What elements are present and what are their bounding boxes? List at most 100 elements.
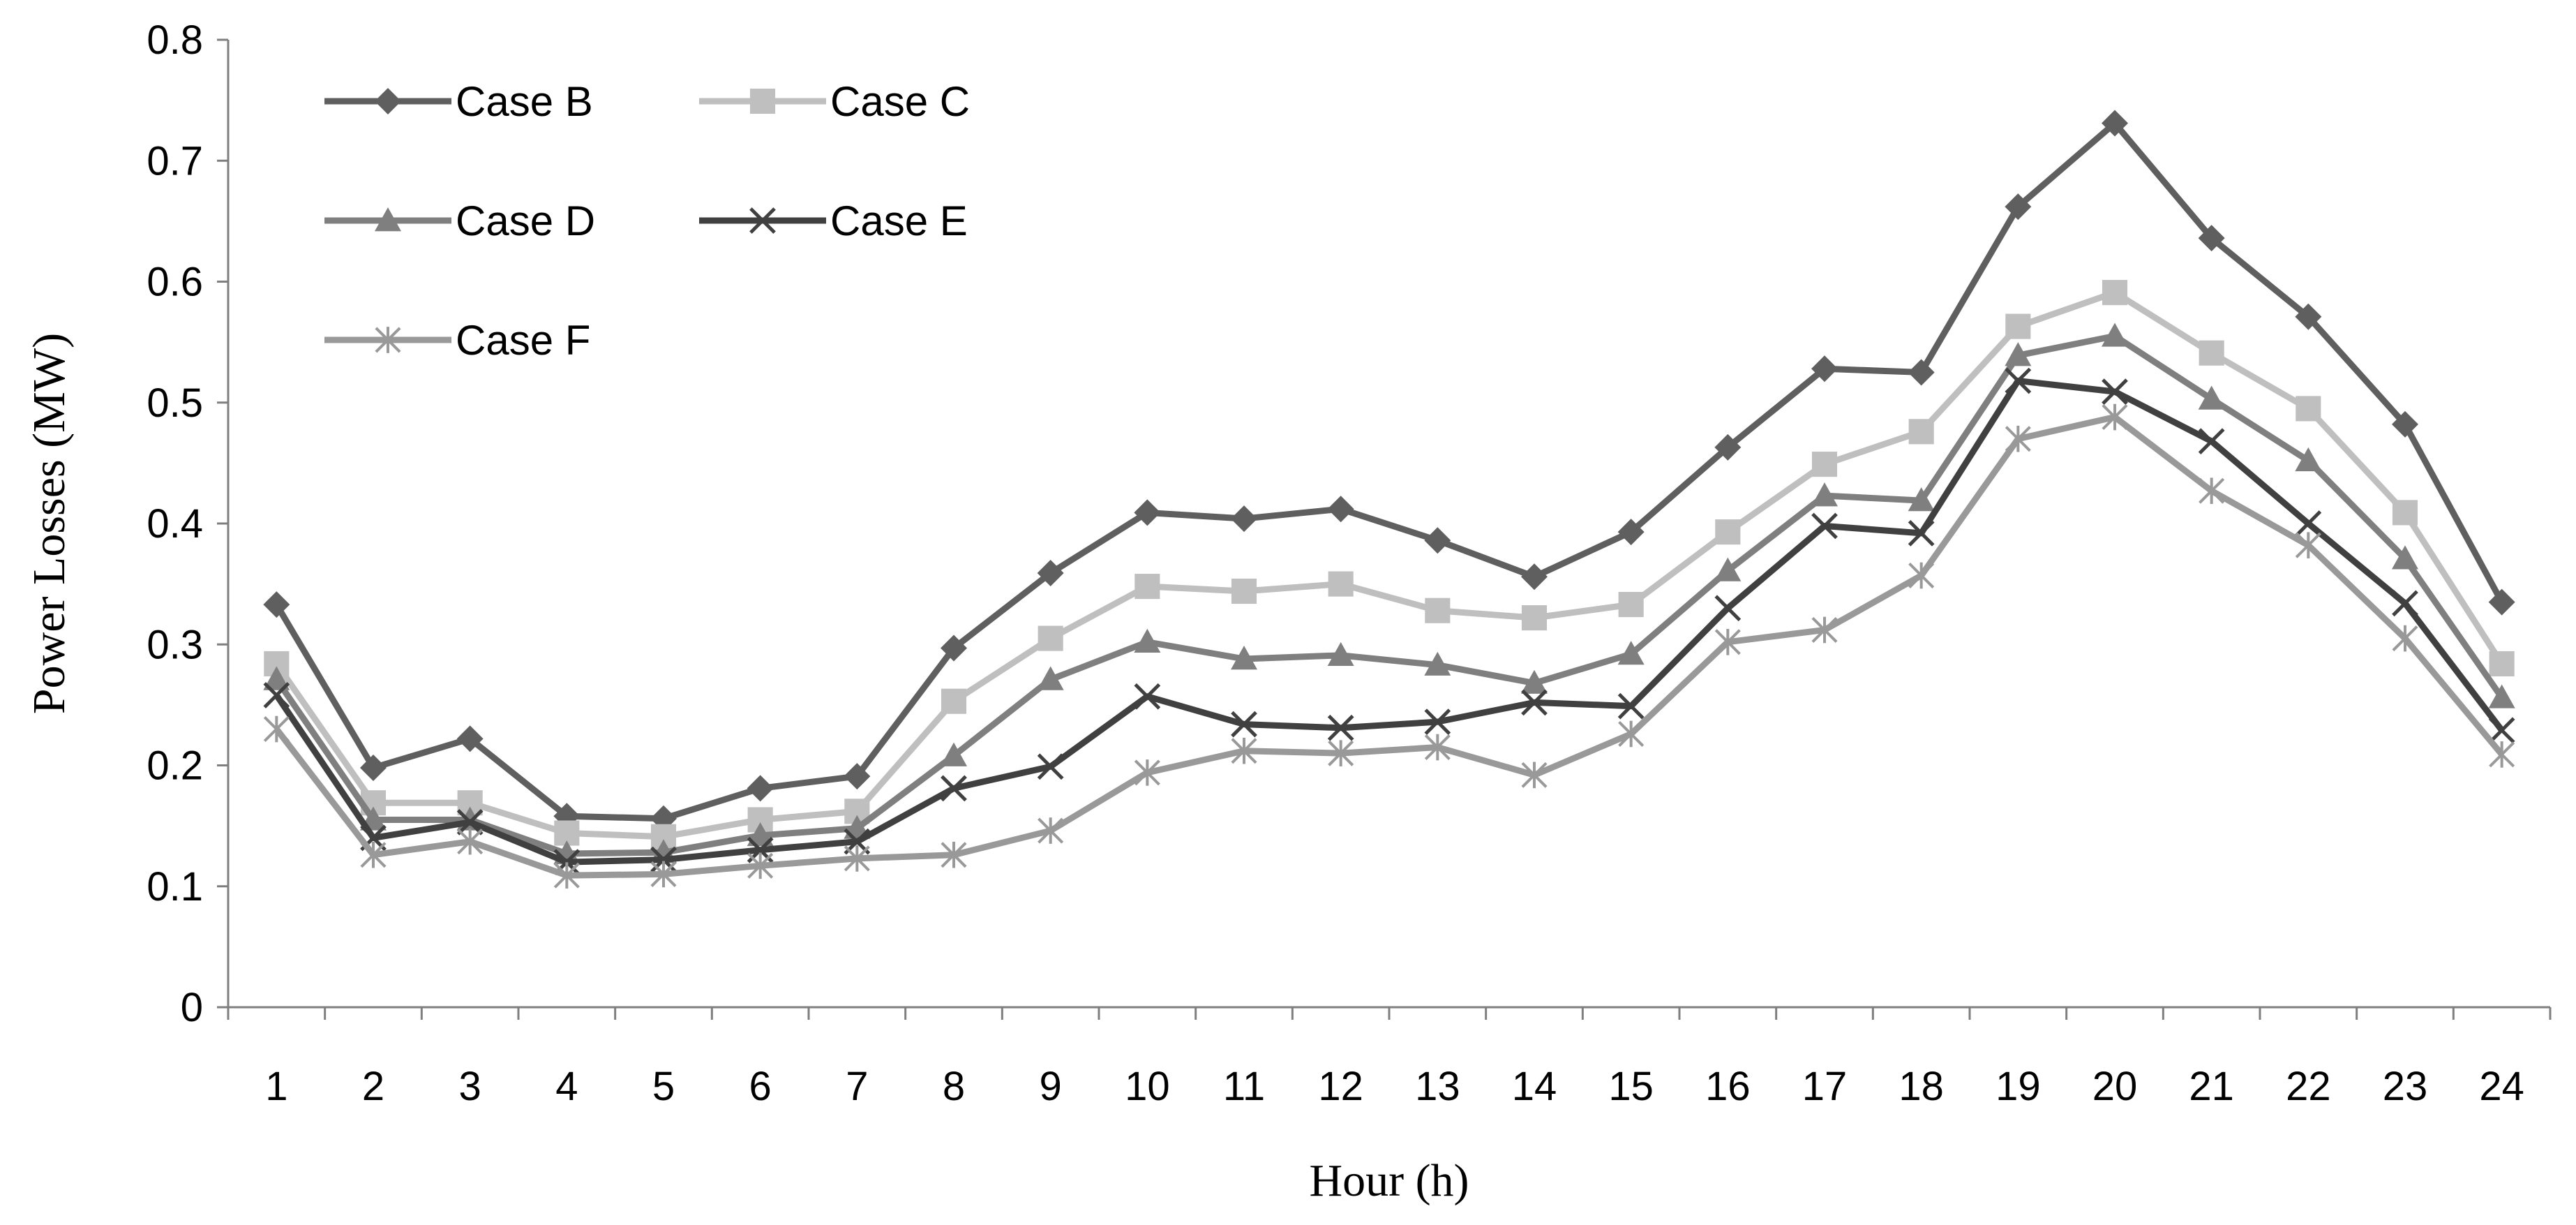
x-tick-label: 1 — [265, 1064, 287, 1109]
series-case-e — [263, 367, 2515, 875]
series-case-d — [263, 322, 2515, 865]
y-tick-label: 0 — [181, 985, 203, 1030]
marker-stroke — [2295, 510, 2322, 537]
x-tick-label: 14 — [1512, 1064, 1557, 1109]
data-point-diamond — [2295, 303, 2322, 330]
y-tick-label: 0.7 — [147, 138, 203, 184]
data-point-diamond — [1521, 563, 1548, 591]
data-point-square — [2102, 280, 2128, 306]
series-case-c — [264, 280, 2515, 849]
x-tick-label: 19 — [1995, 1064, 2041, 1109]
data-point-square — [1328, 571, 1354, 597]
y-tick-label: 0.6 — [147, 260, 203, 305]
series-line — [274, 120, 2505, 822]
data-point-x — [1714, 595, 1742, 622]
data-point-triangle — [2392, 545, 2418, 570]
legend-label: Case D — [456, 198, 595, 244]
data-point-x — [1231, 711, 1257, 738]
data-point-diamond — [1908, 359, 1935, 386]
x-tick-label: 4 — [555, 1064, 578, 1109]
data-point-square — [2392, 500, 2418, 526]
legend: Case B Case C Case D Case E Case F — [324, 78, 970, 364]
data-point-square — [1521, 605, 1548, 631]
data-point-diamond — [1811, 355, 1838, 383]
x-tick-label: 17 — [1802, 1064, 1848, 1109]
axes: 00.10.20.30.40.50.60.70.81 2 3 4 5 6 7 8 9 10 11 12… — [147, 17, 2552, 1109]
data-point-triangle — [2102, 322, 2128, 347]
data-point-triangle — [2488, 684, 2515, 708]
marker-stroke — [2005, 367, 2032, 394]
data-point-asterisk — [1521, 762, 1548, 789]
marker-stroke — [2488, 717, 2515, 744]
series-case-f — [263, 403, 2515, 889]
data-point-x — [1327, 714, 1354, 741]
data-point-asterisk — [1038, 817, 1064, 844]
data-point-square — [2489, 651, 2515, 677]
data-point-asterisk — [1714, 628, 1741, 655]
data-point-x — [1037, 753, 1064, 780]
marker-stroke — [941, 775, 967, 802]
marker-stroke — [1134, 683, 1161, 710]
data-point-asterisk — [941, 841, 967, 868]
data-point-asterisk — [360, 841, 387, 868]
marker-stroke — [263, 682, 290, 708]
x-tick-label: 8 — [943, 1064, 965, 1109]
legend-label: Case C — [830, 78, 970, 125]
data-point-diamond — [360, 754, 387, 781]
data-point-diamond — [1327, 496, 1354, 523]
marker-stroke — [1231, 711, 1257, 738]
data-point-diamond — [844, 763, 871, 790]
data-point-square — [1715, 519, 1741, 545]
series-case-b — [263, 110, 2515, 832]
marker-stroke — [1908, 519, 1935, 547]
marker-stroke — [1037, 753, 1064, 780]
data-point-triangle — [1134, 628, 1161, 653]
data-point-asterisk — [747, 852, 774, 879]
marker-stroke — [2198, 428, 2225, 455]
data-point-asterisk — [844, 845, 870, 872]
data-point-triangle — [1908, 487, 1935, 512]
data-point-x — [456, 809, 484, 836]
data-point-asterisk — [263, 715, 290, 743]
x-tick-label: 12 — [1318, 1064, 1363, 1109]
data-point-triangle — [1811, 482, 1838, 507]
data-point-asterisk — [2295, 532, 2321, 558]
data-point-triangle — [375, 207, 401, 232]
data-point-diamond — [2198, 225, 2225, 252]
x-tick-label: 15 — [1608, 1064, 1654, 1109]
marker-stroke — [749, 207, 776, 234]
data-point-triangle — [1231, 646, 1257, 670]
marker-stroke — [1424, 708, 1451, 735]
data-point-asterisk — [457, 828, 484, 855]
data-point-asterisk — [2199, 477, 2225, 505]
data-point-asterisk — [2489, 741, 2515, 768]
data-point-diamond — [1714, 433, 1742, 461]
data-point-square — [2199, 340, 2224, 366]
marker-stroke — [456, 809, 484, 836]
data-point-x — [2392, 590, 2418, 617]
x-tick-label: 5 — [652, 1064, 675, 1109]
data-point-triangle — [2198, 385, 2225, 410]
data-point-x — [2005, 367, 2032, 394]
data-point-asterisk — [1811, 616, 1838, 644]
y-tick-label: 0.3 — [147, 622, 203, 667]
y-tick-label: 0.4 — [147, 501, 203, 547]
data-point-square — [2005, 313, 2031, 339]
data-point-square — [1231, 578, 1257, 604]
y-tick-label: 0.5 — [147, 380, 203, 426]
marker-stroke — [1714, 595, 1742, 622]
data-point-x — [2488, 717, 2515, 744]
data-point-asterisk — [1908, 562, 1935, 589]
data-point-triangle — [1714, 557, 1742, 581]
data-point-asterisk — [1424, 734, 1451, 761]
x-tick-label: 9 — [1040, 1064, 1062, 1109]
data-point-asterisk — [1618, 720, 1645, 748]
data-point-triangle — [1327, 641, 1354, 667]
data-point-diamond — [1134, 499, 1161, 526]
marker-stroke — [1327, 714, 1354, 741]
data-point-triangle — [1037, 666, 1064, 690]
legend-label: Case E — [830, 198, 968, 244]
legend-item: Case C — [699, 78, 970, 125]
data-point-diamond — [1424, 527, 1451, 554]
